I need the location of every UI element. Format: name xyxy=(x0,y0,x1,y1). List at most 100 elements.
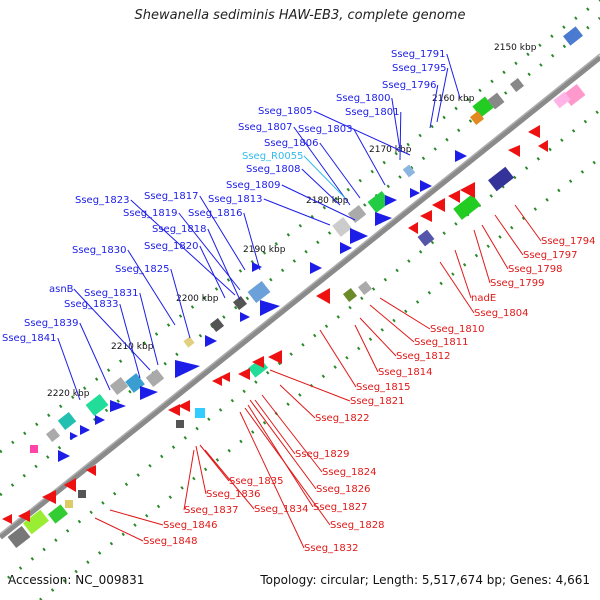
gene-label[interactable]: Sseg_1820 xyxy=(144,241,199,252)
gene-arrow xyxy=(70,432,78,440)
gene-arrow xyxy=(240,312,250,322)
kbp-scale-labels: 2150 kbp 2160 kbp 2170 kbp 2180 kbp 2190 kbp… xyxy=(47,43,537,399)
feature-block xyxy=(332,217,352,237)
genome-backbone xyxy=(0,54,600,540)
feature-block xyxy=(176,420,184,428)
gene-label[interactable]: Sseg_1833 xyxy=(64,299,119,310)
feature-block xyxy=(247,280,271,304)
gene-arrow xyxy=(80,425,90,435)
gene-label[interactable]: Sseg_1818 xyxy=(152,224,207,235)
gene-label[interactable]: Sseg_1815 xyxy=(356,382,411,393)
gene-label[interactable]: Sseg_1836 xyxy=(206,489,261,500)
gene-label[interactable]: Sseg_1804 xyxy=(474,308,529,319)
gene-arrow xyxy=(408,222,418,234)
gene-label[interactable]: Sseg_1831 xyxy=(84,288,139,299)
kbp-label: 2150 kbp xyxy=(494,43,537,53)
feature-block xyxy=(487,92,505,110)
gene-label[interactable]: Sseg_1819 xyxy=(123,208,178,219)
gene-arrow xyxy=(58,450,70,462)
feature-block xyxy=(57,411,77,431)
gene-label[interactable]: Sseg_1824 xyxy=(322,467,377,478)
gene-label[interactable]: Sseg_1798 xyxy=(508,264,563,275)
gene-label[interactable]: Sseg_1791 xyxy=(391,49,446,60)
gene-leader-line xyxy=(446,53,461,99)
gene-label[interactable]: Sseg_1803 xyxy=(298,124,353,135)
gene-label[interactable]: Sseg_1807 xyxy=(238,122,293,133)
gene-label[interactable]: Sseg_1816 xyxy=(188,208,243,219)
gene-label[interactable]: Sseg_1829 xyxy=(295,449,350,460)
gene-label[interactable]: nadE xyxy=(471,293,496,304)
gene-label[interactable]: Sseg_1812 xyxy=(396,351,451,362)
gene-arrow xyxy=(455,150,467,162)
gene-label[interactable]: Sseg_1841 xyxy=(2,333,57,344)
gene-label[interactable]: Sseg_1825 xyxy=(115,264,170,275)
gene-label[interactable]: Sseg_1799 xyxy=(490,278,545,289)
gene-label[interactable]: Sseg_1808 xyxy=(246,164,301,175)
feature-block xyxy=(342,287,358,303)
accession-label: Accession: NC_009831 xyxy=(8,573,145,587)
gene-arrow xyxy=(178,400,190,412)
gene-leader-line xyxy=(369,304,415,343)
gene-leader-line xyxy=(301,168,341,206)
gene-arrow xyxy=(460,182,475,198)
gene-leader-line xyxy=(239,411,305,549)
gene-label[interactable]: Sseg_1823 xyxy=(75,195,130,206)
gene-leader-line xyxy=(247,404,314,508)
gene-leader-line xyxy=(391,97,401,151)
gene-leader-line xyxy=(249,399,317,490)
gene-label[interactable]: Sseg_1848 xyxy=(143,536,198,547)
gene-label[interactable]: Sseg_1794 xyxy=(541,236,596,247)
gene-leader-line xyxy=(79,322,111,391)
feature-block xyxy=(23,509,49,535)
gene-label[interactable]: Sseg_1827 xyxy=(313,502,368,513)
feature-block xyxy=(7,525,31,549)
gene-label[interactable]: Sseg_1837 xyxy=(184,505,239,516)
gene-label[interactable]: Sseg_1832 xyxy=(304,543,359,554)
gene-label[interactable]: Sseg_1817 xyxy=(144,191,199,202)
gene-leader-line xyxy=(94,517,144,542)
gene-label[interactable]: asnB xyxy=(49,284,74,295)
gene-arrow xyxy=(316,288,330,304)
gene-arrow xyxy=(110,400,126,412)
gene-leader-line xyxy=(244,407,331,526)
gene-label[interactable]: Sseg_1811 xyxy=(414,337,469,348)
gene-arrow xyxy=(375,212,392,226)
gene-label[interactable]: Sseg_1822 xyxy=(315,413,370,424)
feature-block xyxy=(30,445,38,453)
gene-leader-line xyxy=(207,228,241,301)
gene-label[interactable]: Sseg_1810 xyxy=(430,324,485,335)
gene-label[interactable]: Sseg_1830 xyxy=(72,245,127,256)
gene-label[interactable]: Sseg_1800 xyxy=(336,93,391,104)
gene-leader-line xyxy=(139,292,159,366)
gene-leader-line xyxy=(261,394,323,473)
feature-block xyxy=(65,500,73,508)
gene-label[interactable]: Sseg_1805 xyxy=(258,106,313,117)
gene-leader-line xyxy=(293,126,351,206)
gene-arrow xyxy=(95,415,105,425)
gene-label[interactable]: Sseg_1814 xyxy=(378,367,433,378)
gene-label[interactable]: Sseg_1809 xyxy=(226,180,281,191)
gene-leader-line xyxy=(313,110,411,156)
gene-label[interactable]: Sseg_1834 xyxy=(254,504,309,515)
gene-label[interactable]: Sseg_1826 xyxy=(316,484,371,495)
gene-label[interactable]: Sseg_1828 xyxy=(330,520,385,531)
feature-block xyxy=(48,504,68,524)
gene-label[interactable]: Sseg_1801 xyxy=(345,107,400,118)
gene-label[interactable]: Sseg_1846 xyxy=(163,520,218,531)
gene-label[interactable]: Sseg_1795 xyxy=(392,63,447,74)
gene-leader-line xyxy=(183,449,195,511)
gene-leader-line xyxy=(473,229,491,284)
gene-label[interactable]: Sseg_1839 xyxy=(24,318,79,329)
gene-arrow xyxy=(168,404,180,416)
gene-label[interactable]: Sseg_1806 xyxy=(264,138,319,149)
gene-label[interactable]: Sseg_1835 xyxy=(229,476,284,487)
gene-leader-line xyxy=(399,111,402,161)
gene-leader-line xyxy=(269,369,351,402)
gene-label[interactable]: Sseg_1797 xyxy=(523,250,578,261)
gene-leader-line xyxy=(170,268,191,339)
gene-label[interactable]: Sseg_1821 xyxy=(350,396,405,407)
gene-label[interactable]: Sseg_R0055 xyxy=(242,151,303,162)
gene-label[interactable]: Sseg_1796 xyxy=(382,80,437,91)
gene-label[interactable]: Sseg_1813 xyxy=(208,194,263,205)
